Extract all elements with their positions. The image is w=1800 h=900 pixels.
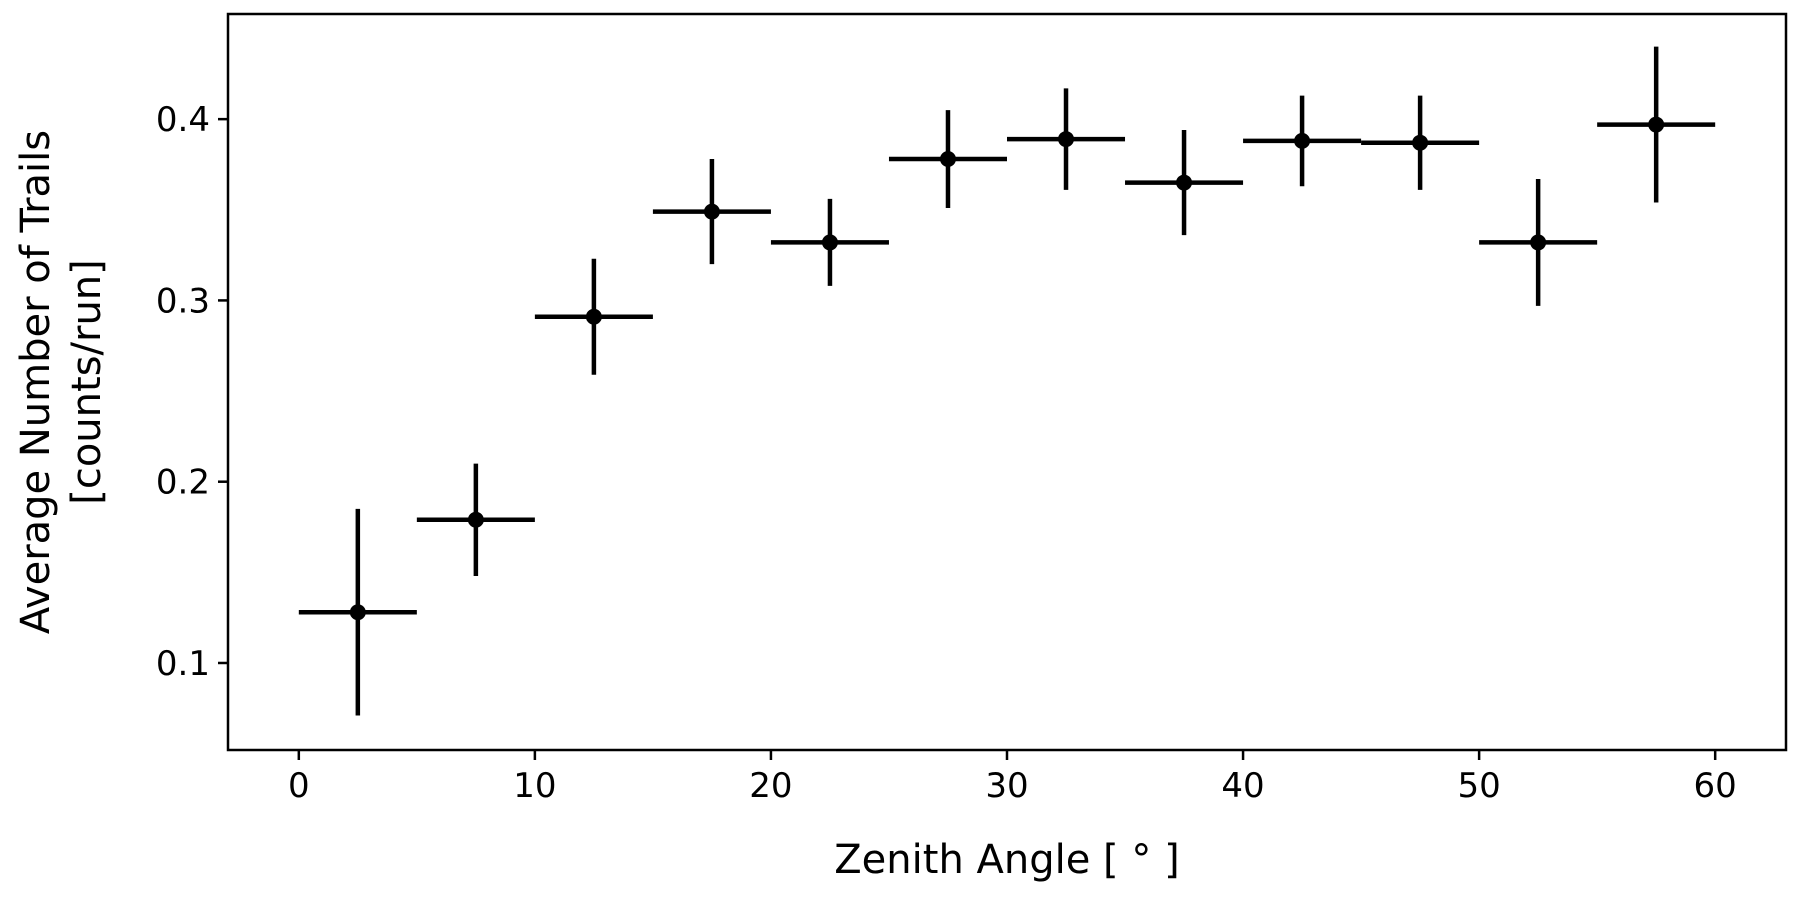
- x-tick-label: 0: [288, 766, 310, 806]
- data-point: [1125, 130, 1244, 236]
- data-point: [298, 508, 417, 716]
- y-tick-label: 0.1: [156, 644, 210, 684]
- data-marker: [1058, 131, 1075, 148]
- data-point: [1243, 95, 1362, 187]
- data-point: [416, 463, 535, 576]
- y-axis-label-line1: Average Number of Trails: [13, 130, 59, 634]
- data-marker: [467, 511, 484, 528]
- data-marker: [703, 203, 720, 220]
- data-marker: [939, 151, 956, 168]
- data-point: [1597, 46, 1716, 203]
- data-marker: [1412, 134, 1429, 151]
- x-tick-label: 60: [1694, 766, 1737, 806]
- x-axis-label: Zenith Angle [ ° ]: [834, 837, 1179, 883]
- data-point: [1007, 88, 1126, 190]
- data-point: [770, 198, 889, 286]
- x-tick-label: 50: [1457, 766, 1500, 806]
- x-tick-label: 20: [749, 766, 792, 806]
- data-points: [298, 46, 1716, 716]
- data-point: [534, 258, 653, 375]
- data-marker: [1176, 174, 1193, 191]
- y-tick-label: 0.2: [156, 463, 210, 503]
- x-axis-ticks: 0 10 20 30 40 50 60: [288, 750, 1737, 806]
- y-axis-label-line2: [counts/run]: [64, 259, 110, 505]
- x-tick-label: 10: [513, 766, 556, 806]
- data-marker: [1530, 234, 1547, 251]
- data-point: [1479, 178, 1598, 306]
- data-marker: [585, 308, 602, 325]
- plot-area: [228, 14, 1786, 750]
- x-tick-label: 30: [985, 766, 1028, 806]
- data-marker: [821, 234, 838, 251]
- y-axis-ticks: 0.1 0.2 0.3 0.4: [156, 100, 228, 684]
- y-tick-label: 0.3: [156, 281, 210, 321]
- x-tick-label: 40: [1221, 766, 1264, 806]
- data-marker: [1294, 132, 1311, 149]
- data-point: [888, 110, 1007, 208]
- data-point: [1361, 95, 1480, 190]
- plot-frame: [226, 12, 1788, 752]
- data-marker: [349, 604, 366, 621]
- data-marker: [1648, 116, 1665, 133]
- data-point: [652, 159, 771, 265]
- y-tick-label: 0.4: [156, 100, 210, 140]
